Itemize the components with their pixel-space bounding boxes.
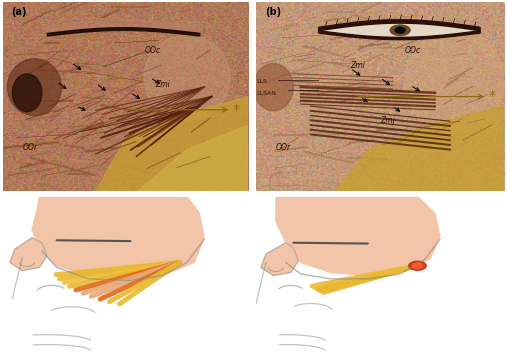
Polygon shape [336,106,504,191]
Text: OOc: OOc [405,46,421,55]
Text: OOc: OOc [145,46,161,55]
Ellipse shape [395,27,405,33]
Text: LLSAN: LLSAN [256,91,276,96]
Ellipse shape [12,74,42,112]
Text: Zmi: Zmi [155,80,170,89]
Text: Zmi: Zmi [350,61,365,70]
Ellipse shape [409,261,426,270]
Ellipse shape [390,25,410,35]
Polygon shape [32,197,204,279]
Polygon shape [138,125,248,191]
Text: LLS: LLS [256,79,267,84]
Polygon shape [10,238,47,271]
Text: OOr: OOr [276,143,291,152]
Ellipse shape [8,59,61,116]
Ellipse shape [144,35,230,120]
Text: *: * [488,90,495,103]
Polygon shape [276,197,440,275]
Ellipse shape [254,64,294,111]
Text: (a): (a) [11,7,27,17]
Text: OOr: OOr [22,143,38,152]
Polygon shape [261,243,298,275]
Text: (b): (b) [265,7,281,17]
Ellipse shape [413,263,422,268]
Text: Zmj: Zmj [380,116,395,125]
Ellipse shape [405,29,504,134]
Polygon shape [96,96,248,191]
Text: *: * [232,103,239,117]
